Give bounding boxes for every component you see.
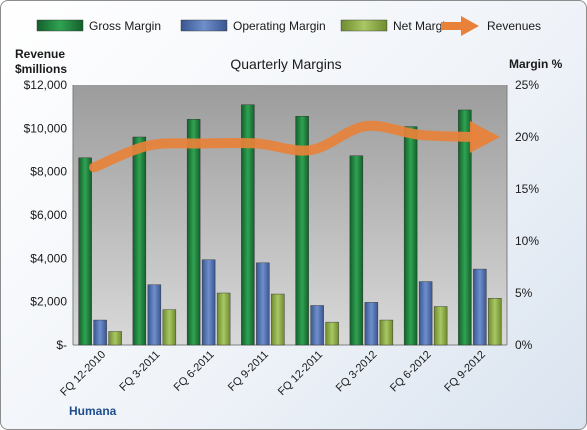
bar-net-margin <box>433 306 448 346</box>
right-tick-label: 15% <box>515 182 539 196</box>
bar-operating-margin <box>473 268 487 346</box>
legend-arrow-revenues <box>461 16 479 36</box>
bar-operating-margin <box>364 302 379 346</box>
bar-net-margin <box>108 331 122 346</box>
x-tick-label: FQ 9-2012 <box>442 349 488 395</box>
y-right-label: Margin % <box>509 57 563 71</box>
right-tick-label: 0% <box>515 338 533 352</box>
left-tick-label: $10,000 <box>24 121 68 135</box>
revenues-arrowhead <box>469 121 500 153</box>
bar-gross-margin <box>349 155 364 346</box>
x-tick-label: FQ 6-2011 <box>172 349 217 394</box>
x-tick-label: FQ 6-2012 <box>388 349 434 395</box>
right-tick-label: 5% <box>515 286 533 300</box>
right-tick-label: 25% <box>515 78 539 92</box>
left-tick-label: $- <box>56 338 67 352</box>
y-left-label-line1: Revenue <box>15 47 65 61</box>
chart-title: Quarterly Margins <box>230 56 341 72</box>
bar-net-margin <box>488 298 502 346</box>
legend-label-operating-margin: Operating Margin <box>233 19 326 33</box>
bar-gross-margin <box>78 157 92 346</box>
legend-swatch-net-margin <box>340 19 388 32</box>
x-tick-label: FQ 3-2011 <box>117 349 162 394</box>
x-tick-label: FQ 12-2010 <box>58 349 108 399</box>
legend-label-net-margin: Net Margin <box>393 19 452 33</box>
bar-gross-margin <box>295 115 309 346</box>
bar-operating-margin <box>310 305 324 346</box>
bar-operating-margin <box>418 281 433 346</box>
bar-gross-margin <box>186 119 201 346</box>
bar-operating-margin <box>147 284 162 346</box>
left-tick-label: $6,000 <box>30 208 67 222</box>
legend-label-revenues: Revenues <box>487 19 541 33</box>
bar-net-margin <box>379 319 394 346</box>
legend-label-gross-margin: Gross Margin <box>89 19 161 33</box>
left-tick-label: $8,000 <box>30 165 67 179</box>
right-tick-label: 20% <box>515 130 539 144</box>
bar-net-margin <box>216 292 231 346</box>
revenues-line <box>89 120 479 173</box>
bar-gross-margin <box>241 104 255 346</box>
company-name: Humana <box>69 404 117 418</box>
left-tick-label: $12,000 <box>24 78 68 92</box>
x-tick-label: FQ 3-2012 <box>334 349 380 395</box>
right-tick-label: 10% <box>515 234 539 248</box>
bar-net-margin <box>325 321 339 346</box>
bar-operating-margin <box>93 319 107 346</box>
x-tick-label: FQ 12-2011 <box>276 349 325 398</box>
bar-gross-margin <box>458 109 472 346</box>
legend-swatch-operating-margin <box>180 19 228 32</box>
bar-gross-margin <box>403 126 418 346</box>
bar-net-margin <box>162 309 177 346</box>
left-tick-label: $2,000 <box>30 295 67 309</box>
y-left-label-line2: $millions <box>15 62 67 76</box>
left-tick-label: $4,000 <box>30 251 67 265</box>
bar-operating-margin <box>201 259 216 346</box>
bar-operating-margin <box>256 262 270 346</box>
bar-net-margin <box>271 293 285 346</box>
bar-gross-margin <box>132 136 147 346</box>
x-tick-label: FQ 9-2011 <box>226 349 271 394</box>
legend-swatch-gross-margin <box>36 19 84 32</box>
